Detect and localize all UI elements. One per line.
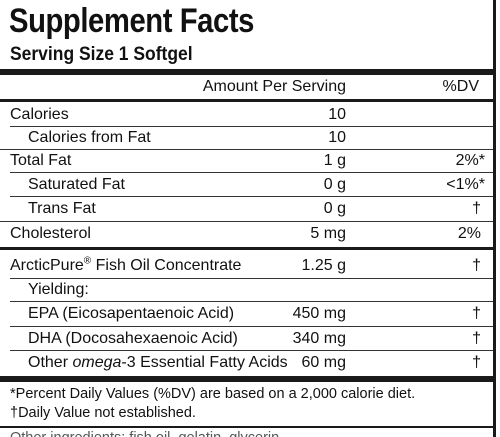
- row-label-calories-from-fat: Calories from Fat: [28, 129, 151, 146]
- omega-suffix: -3 Essential Fatty Acids: [121, 354, 288, 371]
- other-prefix: Other: [28, 354, 73, 371]
- row-dv-cholesterol: 2%: [457, 225, 481, 242]
- row-label-calories: Calories: [10, 106, 69, 123]
- row-dv-fish-oil: †: [472, 257, 481, 274]
- row-label-total-fat: Total Fat: [10, 152, 72, 169]
- footnote-dv-not-established: †Daily Value not established.: [10, 405, 196, 421]
- row-amount-other-omega-3: 60 mg: [301, 354, 346, 371]
- row-divider: [10, 350, 493, 351]
- row-amount-dha: 340 mg: [292, 330, 346, 347]
- row-dv-trans-fat: †: [472, 200, 481, 217]
- row-divider: [10, 301, 493, 302]
- row-amount-fish-oil: 1.25 g: [301, 257, 346, 274]
- row-dv-other-omega-3: †: [472, 354, 481, 371]
- row-label-epa: EPA (Eicosapentaenoic Acid): [28, 305, 235, 322]
- registered-mark: ®: [83, 255, 92, 267]
- row-amount-epa: 450 mg: [292, 305, 346, 322]
- row-dv-total-fat: 2%*: [455, 152, 485, 169]
- row-label-fish-oil: ArcticPure® Fish Oil Concentrate: [10, 256, 241, 276]
- footnote-percent-dv: *Percent Daily Values (%DV) are based on…: [10, 386, 416, 402]
- thick-divider: [0, 69, 496, 75]
- serving-size: Serving Size 1 Softgel: [10, 44, 193, 65]
- row-amount-saturated-fat: 0 g: [323, 176, 346, 193]
- row-label-trans-fat: Trans Fat: [28, 200, 96, 217]
- row-divider: [0, 221, 493, 222]
- row-amount-calories: 10: [328, 106, 346, 123]
- row-label-yielding: Yielding:: [28, 281, 89, 298]
- row-divider: [10, 326, 493, 327]
- row-dv-saturated-fat: <1%*: [446, 176, 485, 193]
- row-divider: [0, 149, 493, 150]
- cut-off-ingredients-text: Other ingredients: fish oil, gelatin, gl…: [10, 430, 279, 437]
- row-divider: [10, 126, 493, 127]
- panel-title: Supplement Facts: [9, 2, 254, 40]
- row-amount-trans-fat: 0 g: [323, 200, 346, 217]
- row-label-dha: DHA (Docosahexaenoic Acid): [28, 330, 238, 347]
- row-divider: [10, 172, 493, 173]
- row-label-saturated-fat: Saturated Fat: [28, 176, 125, 193]
- brand-name: ArcticPure: [10, 257, 84, 274]
- row-label-cholesterol: Cholesterol: [10, 225, 91, 242]
- row-label-other-omega-3: Other omega-3 Essential Fatty Acids: [28, 353, 288, 373]
- panel-bottom-border: [0, 426, 493, 428]
- row-amount-calories-from-fat: 10: [328, 129, 346, 146]
- header-dv: %DV: [442, 78, 479, 95]
- header-amount-per-serving: Amount Per Serving: [202, 78, 346, 95]
- row-divider: [10, 196, 493, 197]
- row-dv-epa: †: [472, 305, 481, 322]
- row-dv-dha: †: [472, 330, 481, 347]
- header-divider: [0, 99, 496, 102]
- row-divider: [10, 278, 493, 279]
- fish-oil-label: Fish Oil Concentrate: [91, 257, 242, 274]
- row-amount-total-fat: 1 g: [323, 152, 346, 169]
- omega-italic: omega: [72, 354, 122, 371]
- bottom-thick-divider: [0, 376, 496, 382]
- row-amount-cholesterol: 5 mg: [310, 225, 346, 242]
- section-divider: [0, 247, 496, 250]
